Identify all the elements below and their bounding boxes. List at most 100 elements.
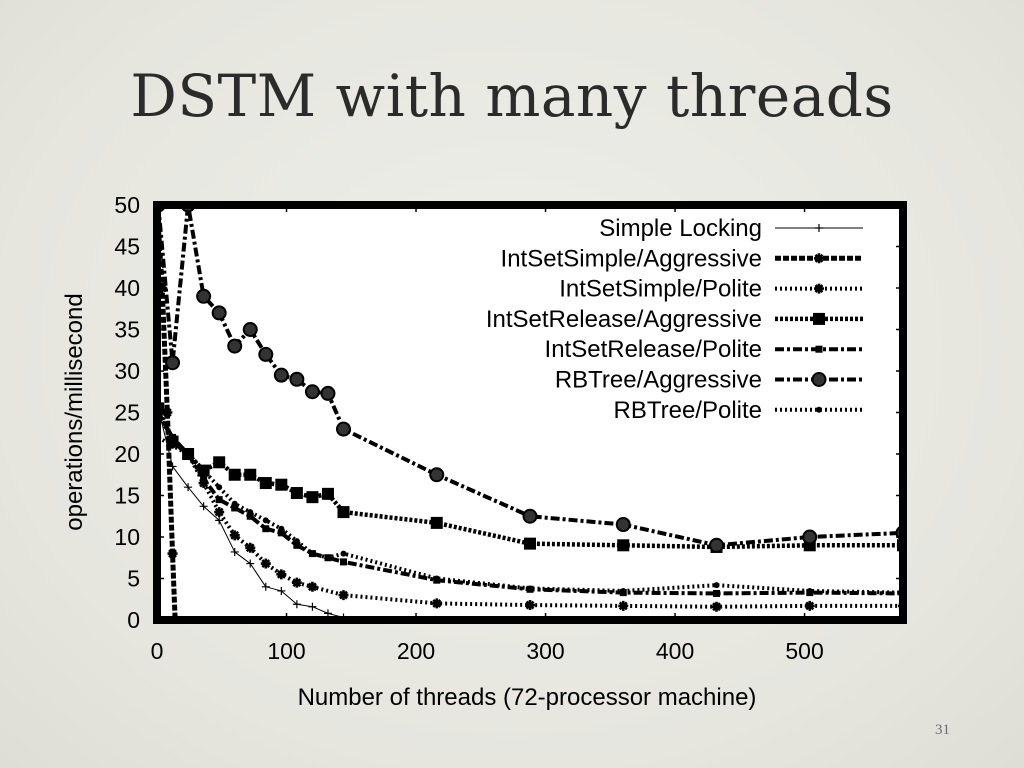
legend-label-3: IntSetSimple/Polite [559, 276, 762, 303]
data-point [338, 590, 349, 601]
data-point [196, 288, 212, 304]
x-tick-label: 500 [785, 638, 823, 664]
page-number: 31 [935, 722, 950, 738]
data-point [244, 468, 257, 481]
data-point [433, 575, 440, 582]
data-point [277, 586, 286, 595]
data-point [181, 209, 195, 213]
data-point [261, 582, 270, 591]
data-point [199, 502, 208, 511]
data-point [527, 585, 533, 592]
data-point [228, 468, 241, 481]
data-point [165, 355, 181, 371]
data-point [525, 600, 535, 611]
legend-label-5: IntSetRelease/Polite [545, 336, 762, 363]
data-point [289, 371, 305, 387]
data-point [895, 526, 899, 540]
x-axis-label: Number of threads (72-processor machine) [298, 684, 757, 711]
legend-marker-2 [814, 253, 824, 264]
x-tick-label: 300 [526, 638, 564, 664]
legend-marker-3 [814, 283, 824, 294]
series-6 [161, 209, 899, 553]
data-point [320, 385, 336, 401]
data-point [804, 600, 815, 611]
data-point [340, 558, 347, 566]
data-point [246, 559, 255, 568]
data-point [802, 529, 818, 545]
data-point [336, 421, 351, 437]
data-point [246, 512, 254, 520]
data-point [211, 305, 227, 321]
legend-marker-6 [811, 372, 827, 387]
data-point [169, 433, 177, 441]
data-point [337, 506, 350, 519]
series-2-line [161, 228, 178, 616]
data-point [342, 613, 345, 616]
data-point [262, 517, 269, 524]
data-point [324, 554, 331, 561]
data-point [430, 516, 443, 529]
data-point [290, 487, 303, 500]
y-tick-label: 15 [114, 483, 140, 509]
data-point [617, 539, 630, 552]
data-point [431, 598, 442, 609]
data-point [162, 407, 173, 418]
data-point [307, 581, 318, 592]
data-point [200, 467, 207, 474]
data-point [258, 346, 274, 362]
y-tick-label: 20 [114, 441, 140, 467]
data-point [185, 451, 192, 457]
data-point [615, 517, 631, 533]
y-tick-label: 35 [114, 317, 140, 343]
legend-marker-1 [815, 224, 823, 232]
data-point [247, 509, 254, 516]
data-point [304, 384, 320, 400]
data-point [242, 322, 258, 337]
data-point [262, 525, 270, 533]
data-point [214, 507, 225, 518]
y-tick-label: 10 [114, 524, 140, 550]
y-tick-label: 40 [114, 275, 140, 301]
data-point [259, 477, 272, 490]
slide-title: DSTM with many threads [130, 62, 894, 130]
data-point [618, 600, 629, 611]
legend-label-6: RBTree/Aggressive [555, 367, 762, 394]
data-point [215, 496, 223, 504]
y-tick-label: 5 [127, 566, 140, 592]
legend-marker-4 [813, 312, 825, 325]
data-point [273, 367, 289, 383]
data-point [340, 550, 347, 557]
y-tick-label: 30 [114, 358, 140, 384]
data-point [278, 525, 285, 532]
data-point [321, 487, 334, 500]
data-point [524, 537, 536, 550]
data-point [522, 508, 538, 524]
data-point [200, 475, 208, 483]
series-1 [161, 407, 345, 616]
data-point [161, 209, 165, 212]
x-tick-label: 100 [267, 638, 305, 664]
series-3 [161, 408, 899, 612]
legend-marker-7 [816, 406, 822, 413]
data-point [245, 542, 256, 553]
data-point [306, 491, 319, 504]
data-point [227, 338, 243, 354]
data-point [293, 541, 301, 549]
x-tick-label: 200 [397, 638, 435, 664]
series-7 [161, 436, 899, 595]
data-point [323, 609, 332, 616]
data-point [260, 558, 271, 569]
data-point [216, 484, 223, 491]
data-point [429, 467, 445, 483]
legend-label-4: IntSetRelease/Aggressive [486, 306, 762, 333]
data-point [231, 500, 238, 507]
data-point [713, 582, 720, 589]
data-point [167, 548, 178, 559]
data-point [709, 537, 724, 553]
y-axis-label: operations/millisecond [61, 293, 88, 530]
data-point [276, 569, 287, 580]
data-point [309, 550, 316, 557]
legend-label-1: Simple Locking [599, 215, 762, 242]
data-point [275, 478, 288, 491]
